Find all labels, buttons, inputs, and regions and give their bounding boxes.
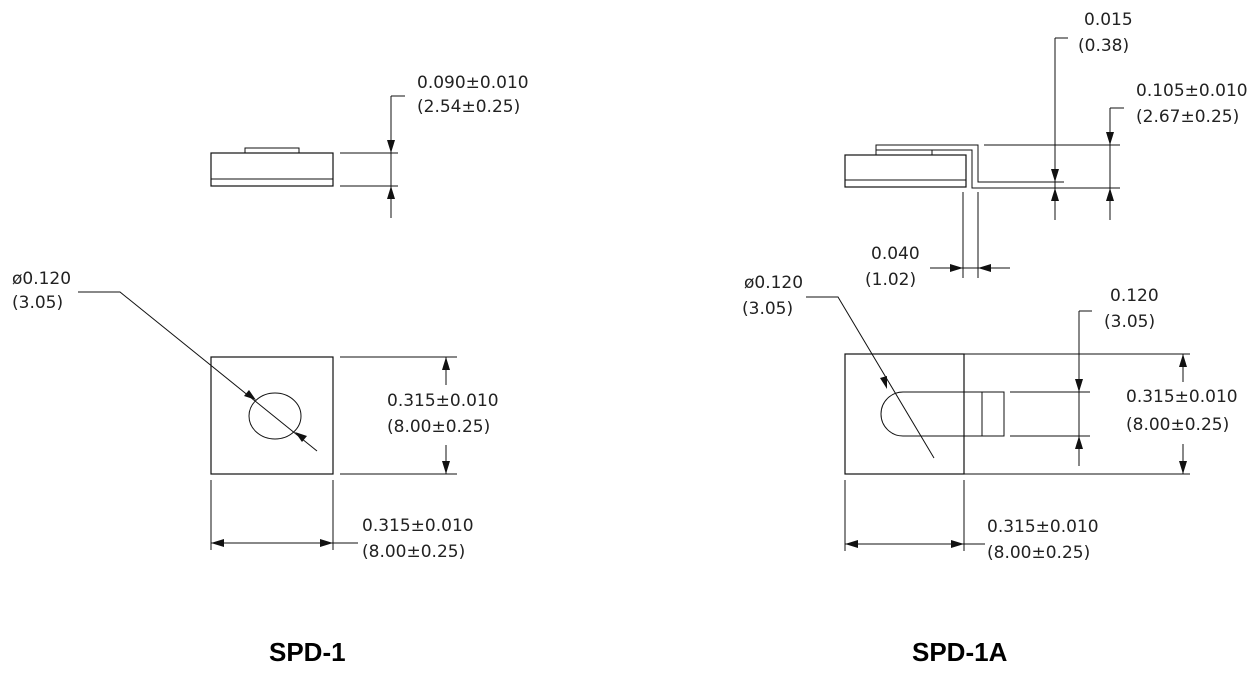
- spd1-title: SPD-1: [269, 637, 346, 667]
- spd1a-side-view: [844, 144, 1045, 189]
- spd1a-drawing: 0.015 (0.38) 0.105±0.010 (2.67±0.25) 0.0…: [742, 10, 1248, 667]
- leader-line: [78, 291, 318, 452]
- spd1a-body-top: [844, 353, 965, 475]
- spd1-height-dimension: 0.090±0.010 (2.54±0.25): [340, 73, 529, 218]
- spd1-width-inch: 0.315±0.010: [362, 516, 474, 536]
- spd1a-width-mm: (8.00±0.25): [987, 543, 1090, 563]
- spd1a-side-dimension: 0.315±0.010 (8.00±0.25): [1126, 354, 1238, 474]
- spd1-height-mm: (2.54±0.25): [417, 97, 520, 117]
- arrowhead: [978, 264, 991, 272]
- spd1-side-inch: 0.315±0.010: [387, 391, 499, 411]
- spd1a-side-inch: 0.315±0.010: [1126, 387, 1238, 407]
- spd1-height-inch: 0.090±0.010: [417, 73, 529, 93]
- arrowhead: [1051, 188, 1059, 201]
- spd1a-lead-outer: [875, 144, 1045, 183]
- spd1a-slot-inch: 0.120: [1110, 286, 1159, 306]
- arrowhead: [845, 540, 858, 548]
- arrowhead: [880, 376, 887, 389]
- spd1a-width-dimension: 0.315±0.010 (8.00±0.25): [844, 480, 1099, 563]
- leader-line: [806, 296, 935, 459]
- spd1a-body-side: [844, 154, 967, 188]
- spd1-hole-inch: ø0.120: [12, 269, 71, 289]
- spd1a-lead-width-dimension: 0.040 (1.02): [865, 192, 1010, 290]
- arrowhead: [295, 432, 307, 442]
- spd1a-height-inch: 0.105±0.010: [1136, 81, 1248, 101]
- spd1-side-view: [210, 147, 334, 187]
- arrowhead: [951, 540, 964, 548]
- arrowhead: [1179, 461, 1187, 474]
- spd1a-slot-dimension: 0.120 (3.05): [1010, 286, 1159, 466]
- spd1a-hole-inch: ø0.120: [744, 273, 803, 293]
- spd1a-hole-mm: (3.05): [742, 299, 793, 319]
- spd1a-lead-inner: [876, 149, 1045, 189]
- arrowhead: [1106, 132, 1114, 145]
- spd1-top-view: [210, 356, 334, 475]
- spd1a-height-mm: (2.67±0.25): [1136, 107, 1239, 127]
- arrowhead: [244, 390, 256, 400]
- spd1a-lead-thickness-inch: 0.015: [1084, 10, 1133, 30]
- arrowhead: [442, 357, 450, 370]
- arrowhead: [320, 539, 333, 547]
- spd1a-height-dimension: 0.105±0.010 (2.67±0.25): [984, 81, 1248, 220]
- arrowhead: [1179, 354, 1187, 367]
- spd1a-lead-width-mm: (1.02): [865, 270, 916, 290]
- arrowhead: [1051, 169, 1059, 182]
- spd1-body-top: [210, 356, 334, 475]
- spd1-side-mm: (8.00±0.25): [387, 417, 490, 437]
- spd1a-lead-thickness-mm: (0.38): [1078, 36, 1129, 56]
- arrowhead: [387, 140, 395, 153]
- arrowhead: [950, 264, 963, 272]
- spd1-body-side: [210, 152, 334, 187]
- arrowhead: [1075, 379, 1083, 392]
- arrowhead: [211, 539, 224, 547]
- spd1-drawing: 0.090±0.010 (2.54±0.25) ø0.120 (3.05) 0.…: [12, 73, 529, 667]
- spd1a-lead-thickness-dimension: 0.015 (0.38): [1012, 10, 1133, 220]
- spd1a-slot-mm: (3.05): [1104, 312, 1155, 332]
- spd1a-side-mm: (8.00±0.25): [1126, 415, 1229, 435]
- spd1a-slot: [880, 391, 1005, 437]
- spd1-top-contact: [244, 147, 300, 154]
- spd1a-title: SPD-1A: [912, 637, 1008, 667]
- spd1-side-dimension: 0.315±0.010 (8.00±0.25): [340, 356, 499, 475]
- spd1-hole: [248, 392, 302, 440]
- arrowhead: [387, 186, 395, 199]
- arrowhead: [1106, 188, 1114, 201]
- arrowhead: [1075, 436, 1083, 449]
- spd1-hole-mm: (3.05): [12, 293, 63, 313]
- spd1a-top-view: [844, 353, 1190, 475]
- spd1a-width-inch: 0.315±0.010: [987, 517, 1099, 537]
- spd1-width-mm: (8.00±0.25): [362, 542, 465, 562]
- spd1-width-dimension: 0.315±0.010 (8.00±0.25): [210, 480, 474, 562]
- spd1a-hole-dimension: ø0.120 (3.05): [742, 273, 935, 459]
- spd1a-lead-width-inch: 0.040: [871, 244, 920, 264]
- arrowhead: [442, 461, 450, 474]
- spd1-hole-dimension: ø0.120 (3.05): [12, 269, 318, 452]
